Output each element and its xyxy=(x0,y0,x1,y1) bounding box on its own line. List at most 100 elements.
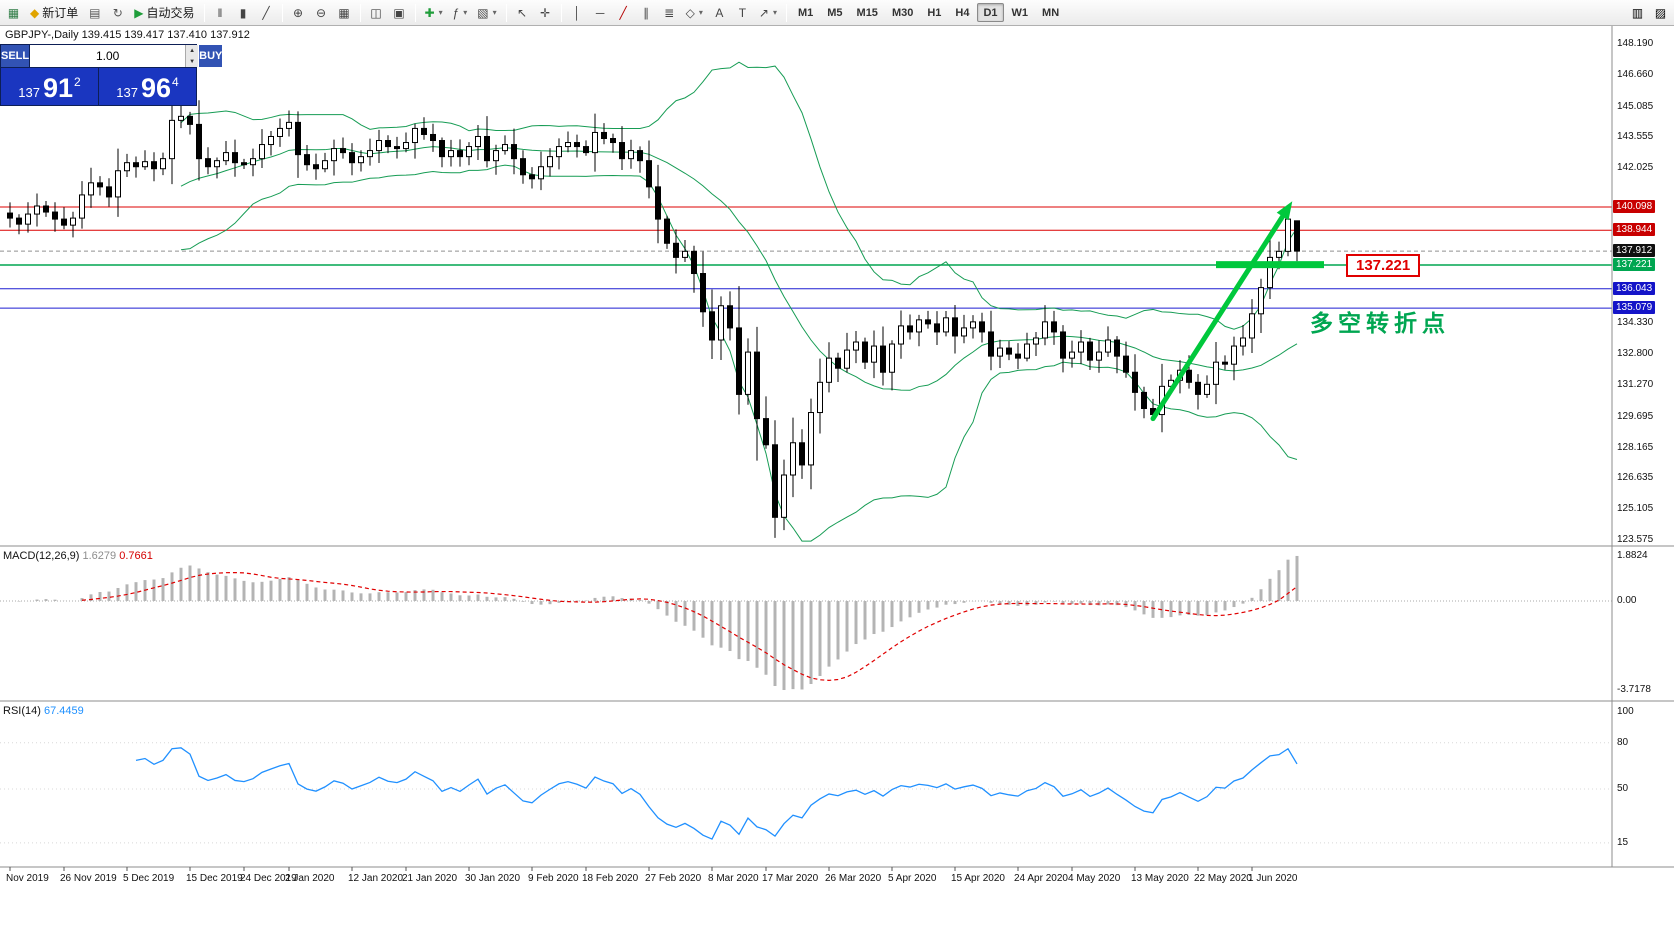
new-chart-button[interactable]: ▦ xyxy=(3,2,24,23)
trendline-icon: ╱ xyxy=(619,5,627,20)
templates-dropdown-icon[interactable]: ▾ xyxy=(492,8,497,17)
shapes-dropdown-icon[interactable]: ▾ xyxy=(698,8,703,17)
cascade-windows-button[interactable]: ▣ xyxy=(389,2,410,23)
chart-canvas[interactable] xyxy=(0,26,1674,945)
toolbar-separator xyxy=(505,3,507,22)
volume-up-button[interactable]: ▲ xyxy=(186,45,199,56)
rsi-axis-label: 100 xyxy=(1617,706,1634,717)
toolbar-separator xyxy=(785,3,787,22)
date-axis-label: Nov 2019 xyxy=(6,873,49,884)
price-axis-label: 129.695 xyxy=(1617,410,1654,422)
date-axis-label: 4 May 2020 xyxy=(1068,873,1121,884)
rsi-axis-label: 15 xyxy=(1617,836,1629,848)
shapes-button[interactable]: ◇ ▾ xyxy=(682,2,707,23)
bar-chart-button[interactable]: ‖ xyxy=(210,2,231,23)
price-tag: 135.079 xyxy=(1613,301,1656,315)
templates-icon: ▧ xyxy=(477,5,489,20)
buy-price-button[interactable]: 137 96 4 xyxy=(99,68,196,105)
dock-right-button[interactable]: ▨ xyxy=(1650,2,1671,23)
equidistant-channel-button[interactable]: ∥ xyxy=(636,2,657,23)
text-button[interactable]: A xyxy=(709,2,730,23)
autotrading-icon: ▶ xyxy=(134,5,144,20)
line-chart-button[interactable]: ╱ xyxy=(256,2,277,23)
price-axis-label: 143.555 xyxy=(1617,131,1654,143)
text-label-button[interactable]: T xyxy=(732,2,753,23)
zoom-in-button[interactable]: ⊕ xyxy=(288,2,309,23)
timeframe-w1-button[interactable]: W1 xyxy=(1011,6,1029,19)
tile-windows-button[interactable]: ◫ xyxy=(366,2,387,23)
crosshair-icon: ✛ xyxy=(540,5,551,20)
one-click-trading-panel: SELL ▲ ▼ BUY 137 91 2 137 96 4 xyxy=(0,44,223,106)
date-axis-label: 26 Mar 2020 xyxy=(825,873,882,884)
indicators-icon: ƒ xyxy=(452,5,460,20)
tile-windows-icon: ◫ xyxy=(370,5,382,20)
date-axis-label: 22 May 2020 xyxy=(1194,873,1252,884)
vertical-line-button[interactable]: │ xyxy=(567,2,588,23)
timeframe-m30-button[interactable]: M30 xyxy=(891,6,914,19)
arrows-dropdown-icon[interactable]: ▾ xyxy=(772,8,777,17)
grid-icon: ▦ xyxy=(338,5,350,20)
quick-order-button[interactable]: ✚ ▾ xyxy=(421,2,447,23)
new-order-button[interactable]: ◆ 新订单 xyxy=(26,2,82,23)
buy-button[interactable]: BUY xyxy=(199,45,223,67)
sell-price-button[interactable]: 137 91 2 xyxy=(1,68,98,105)
price-tag: 138.944 xyxy=(1613,223,1656,237)
cursor-button[interactable]: ↖ xyxy=(512,2,533,23)
refresh-button[interactable]: ↻ xyxy=(107,2,128,23)
toolbar-separator xyxy=(359,3,361,22)
timeframe-mn-button[interactable]: MN xyxy=(1042,6,1060,19)
toolbar-separator xyxy=(281,3,283,22)
autotrading-button[interactable]: ▶ 自动交易 xyxy=(130,2,198,23)
zoom-out-button[interactable]: ⊖ xyxy=(311,2,332,23)
line-chart-icon: ╱ xyxy=(262,5,270,20)
bar-chart-icon: ‖ xyxy=(217,5,223,20)
price-axis-label: 125.105 xyxy=(1617,503,1654,515)
indicators-button[interactable]: ƒ ▾ xyxy=(449,2,472,23)
chart-window[interactable]: GBPJPY-,Daily 139.415 139.417 137.410 13… xyxy=(0,26,1674,945)
horizontal-line-button[interactable]: ─ xyxy=(590,2,611,23)
price-axis-label: 145.085 xyxy=(1617,100,1654,112)
timeframe-m1-button[interactable]: M1 xyxy=(797,6,814,19)
profiles-icon: ▤ xyxy=(89,5,101,20)
indicators-dropdown-icon[interactable]: ▾ xyxy=(463,8,468,17)
profiles-button[interactable]: ▤ xyxy=(84,2,105,23)
dock-left-icon: ▥ xyxy=(1631,5,1644,20)
toolbar: ▦ ◆ 新订单 ▤ ↻ ▶ 自动交易 ‖ ▮ ╱ ⊕ ⊖ ▦ ◫ ▣ ✚ ▾ ƒ ▾ ▧ ▾ ↖ ✛ │ ─ ╱ ∥ ≣ ◇ ▾ A T ↗ ▾ M… xyxy=(0,0,1674,26)
templates-button[interactable]: ▧ ▾ xyxy=(473,2,500,23)
vertical-line-icon: │ xyxy=(573,5,581,20)
price-callout[interactable]: 137.221 xyxy=(1346,254,1421,277)
timeframe-h4-button[interactable]: H4 xyxy=(955,6,970,19)
date-axis-label: 5 Apr 2020 xyxy=(888,873,937,884)
cursor-icon: ↖ xyxy=(517,5,528,20)
dock-left-button[interactable]: ▥ xyxy=(1627,2,1648,23)
cascade-windows-icon: ▣ xyxy=(393,5,405,20)
new-order-icon: ◆ xyxy=(30,5,40,20)
arrows-icon: ↗ xyxy=(758,5,769,20)
sell-button[interactable]: SELL xyxy=(1,45,30,67)
fibonacci-button[interactable]: ≣ xyxy=(659,2,680,23)
candlestick-chart-button[interactable]: ▮ xyxy=(233,2,254,23)
date-axis-label: 18 Feb 2020 xyxy=(582,873,639,884)
trendline-button[interactable]: ╱ xyxy=(613,2,634,23)
timeframe-d1-button[interactable]: D1 xyxy=(977,3,1004,22)
equidistant-channel-icon: ∥ xyxy=(643,5,650,20)
price-axis-label: 134.330 xyxy=(1617,317,1654,329)
quick-order-icon: ✚ xyxy=(424,5,435,20)
buy-price-fraction: 4 xyxy=(172,75,179,89)
volume-input[interactable] xyxy=(30,45,186,67)
timeframe-m15-button[interactable]: M15 xyxy=(856,6,878,19)
volume-down-button[interactable]: ▼ xyxy=(186,56,199,67)
price-axis-label: 132.800 xyxy=(1617,348,1654,360)
arrows-button[interactable]: ↗ ▾ xyxy=(755,2,781,23)
rsi-axis-label: 50 xyxy=(1617,783,1629,794)
buy-price-base: 137 xyxy=(116,85,138,100)
text-label-icon: T xyxy=(738,5,747,20)
date-axis-label: 1 Jun 2020 xyxy=(1248,873,1298,884)
crosshair-button[interactable]: ✛ xyxy=(535,2,556,23)
grid-button[interactable]: ▦ xyxy=(334,2,355,23)
timeframe-h1-button[interactable]: H1 xyxy=(927,6,942,19)
timeframe-m5-button[interactable]: M5 xyxy=(827,6,843,19)
date-axis-label: 8 Mar 2020 xyxy=(708,873,759,884)
quick-order-dropdown-icon[interactable]: ▾ xyxy=(438,8,443,17)
date-axis-label: 24 Dec 2019 xyxy=(240,873,297,884)
